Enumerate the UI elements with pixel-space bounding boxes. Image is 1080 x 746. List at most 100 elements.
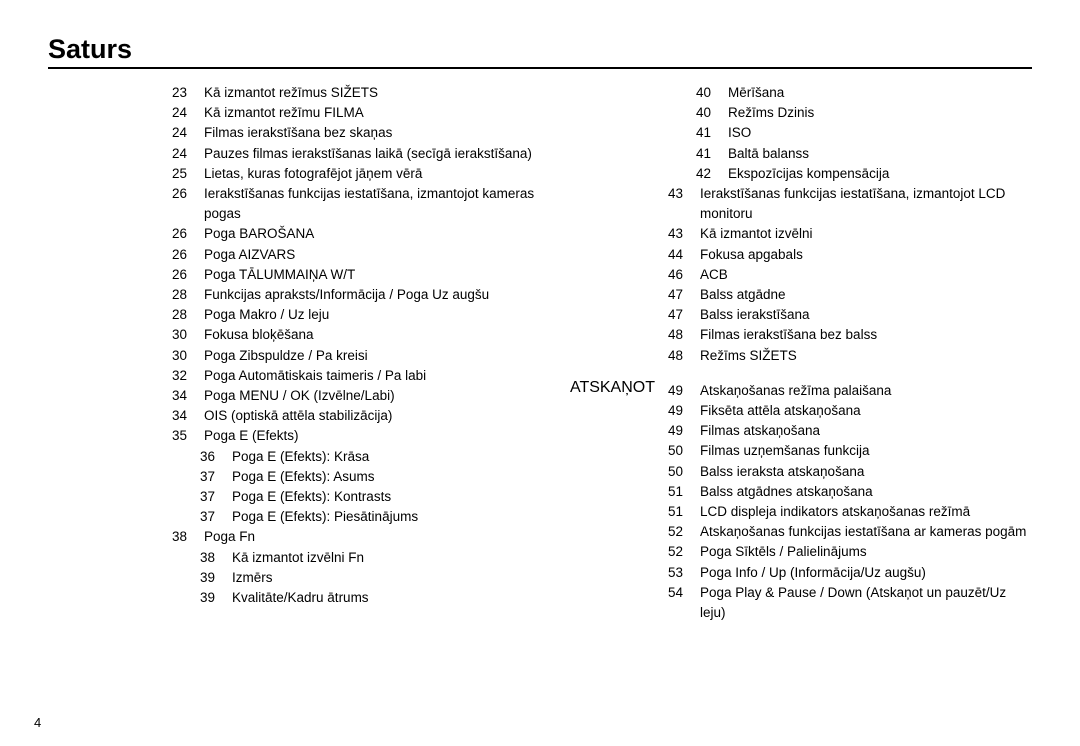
- toc-entry-text: Mērīšana: [728, 83, 1032, 103]
- toc-entry-text: Poga Automātiskais taimeris / Pa labi: [204, 366, 538, 386]
- toc-page-number: 26: [172, 245, 204, 265]
- toc-entry: 40Režīms Dzinis: [668, 103, 1032, 123]
- toc-entry: 47Balss ierakstīšana: [668, 305, 1032, 325]
- toc-page-number: 52: [668, 522, 700, 542]
- toc-page-number: 28: [172, 285, 204, 305]
- toc-page-number: 41: [696, 144, 728, 164]
- toc-entry: 40Mērīšana: [668, 83, 1032, 103]
- toc-entry: 34OIS (optiskā attēla stabilizācija): [172, 406, 538, 426]
- toc-entry-text: Fokusa apgabals: [700, 245, 1032, 265]
- toc-entry: 49Fiksēta attēla atskaņošana: [668, 401, 1032, 421]
- toc-entry: 48Filmas ierakstīšana bez balss: [668, 325, 1032, 345]
- toc-entry: 37Poga E (Efekts): Piesātinājums: [172, 507, 538, 527]
- toc-page-number: 39: [200, 568, 232, 588]
- toc-entry-text: Atskaņošanas režīma palaišana: [700, 381, 1032, 401]
- toc-entry: 24Filmas ierakstīšana bez skaņas: [172, 123, 538, 143]
- toc-entry: 39Izmērs: [172, 568, 538, 588]
- toc-page-number: 49: [668, 381, 700, 401]
- toc-page-number: 49: [668, 401, 700, 421]
- toc-entry-text: Baltā balanss: [728, 144, 1032, 164]
- toc-page-number: 23: [172, 83, 204, 103]
- toc-page-number: 47: [668, 305, 700, 325]
- toc-page-number: 28: [172, 305, 204, 325]
- toc-page-number: 46: [668, 265, 700, 285]
- toc-entry-text: Ekspozīcijas kompensācija: [728, 164, 1032, 184]
- toc-page-number: 41: [696, 123, 728, 143]
- toc-entry: 48Režīms SIŽETS: [668, 346, 1032, 366]
- toc-page-number: 32: [172, 366, 204, 386]
- toc-page-number: 26: [172, 265, 204, 285]
- toc-entry: 46ACB: [668, 265, 1032, 285]
- toc-page-number: 51: [668, 482, 700, 502]
- toc-entry-text: Fiksēta attēla atskaņošana: [700, 401, 1032, 421]
- toc-entry: 24Kā izmantot režīmu FILMA: [172, 103, 538, 123]
- toc-page-number: 34: [172, 386, 204, 406]
- toc-entry: 50Balss ieraksta atskaņošana: [668, 462, 1032, 482]
- toc-entry: 42Ekspozīcijas kompensācija: [668, 164, 1032, 184]
- toc-entry: 23Kā izmantot režīmus SIŽETS: [172, 83, 538, 103]
- toc-entry: 30Poga Zibspuldze / Pa kreisi: [172, 346, 538, 366]
- toc-page-number: 26: [172, 224, 204, 244]
- toc-entry: 26Poga TĀLUMMAIŅA W/T: [172, 265, 538, 285]
- toc-entry-text: Poga BAROŠANA: [204, 224, 538, 244]
- toc-entry-text: ISO: [728, 123, 1032, 143]
- toc-entry: 54Poga Play & Pause / Down (Atskaņot un …: [668, 583, 1032, 623]
- toc-entry-text: Poga Fn: [204, 527, 538, 547]
- toc-entry-text: Balss ieraksta atskaņošana: [700, 462, 1032, 482]
- toc-entry-text: Kvalitāte/Kadru ātrums: [232, 588, 538, 608]
- toc-entry-text: Poga Makro / Uz leju: [204, 305, 538, 325]
- toc-page-number: 38: [172, 527, 204, 547]
- toc-entry-text: Fokusa bloķēšana: [204, 325, 538, 345]
- toc-entry: 32Poga Automātiskais taimeris / Pa labi: [172, 366, 538, 386]
- toc-entry: 43Kā izmantot izvēlni: [668, 224, 1032, 244]
- toc-entry-text: Poga AIZVARS: [204, 245, 538, 265]
- toc-entry-text: Poga Play & Pause / Down (Atskaņot un pa…: [700, 583, 1032, 623]
- toc-entry-text: Filmas uzņemšanas funkcija: [700, 441, 1032, 461]
- toc-entry: 24Pauzes filmas ierakstīšanas laikā (sec…: [172, 144, 538, 164]
- toc-entry: 41ISO: [668, 123, 1032, 143]
- page-number: 4: [34, 715, 41, 730]
- toc-page-number: 47: [668, 285, 700, 305]
- toc-page-number: 34: [172, 406, 204, 426]
- toc-entry: 25Lietas, kuras fotografējot jāņem vērā: [172, 164, 538, 184]
- toc-entry-text: Poga TĀLUMMAIŅA W/T: [204, 265, 538, 285]
- toc-entry-text: Ierakstīšanas funkcijas iestatīšana, izm…: [700, 184, 1032, 224]
- toc-entry-text: Lietas, kuras fotografējot jāņem vērā: [204, 164, 538, 184]
- toc-page-number: 52: [668, 542, 700, 562]
- toc-entry: 28Funkcijas apraksts/Informācija / Poga …: [172, 285, 538, 305]
- toc-entry: 52Poga Sīktēls / Palielinājums: [668, 542, 1032, 562]
- toc-page-number: 50: [668, 441, 700, 461]
- toc-entry: 37Poga E (Efekts): Asums: [172, 467, 538, 487]
- toc-entry: 35Poga E (Efekts): [172, 426, 538, 446]
- page-title: Saturs: [48, 34, 1032, 65]
- toc-page-number: 48: [668, 346, 700, 366]
- right-column-bottom: 49Atskaņošanas režīma palaišana49Fiksēta…: [538, 381, 1032, 623]
- toc-entry: 50Filmas uzņemšanas funkcija: [668, 441, 1032, 461]
- toc-page-number: 24: [172, 144, 204, 164]
- toc-entry-text: Poga Info / Up (Informācija/Uz augšu): [700, 563, 1032, 583]
- right-column: 40Mērīšana40Režīms Dzinis41ISO41Baltā ba…: [538, 83, 1032, 623]
- toc-page-number: 40: [696, 103, 728, 123]
- toc-page-number: 24: [172, 123, 204, 143]
- toc-page-number: 49: [668, 421, 700, 441]
- toc-page-number: 50: [668, 462, 700, 482]
- toc-entry-text: Poga E (Efekts): Asums: [232, 467, 538, 487]
- toc-entry: 43Ierakstīšanas funkcijas iestatīšana, i…: [668, 184, 1032, 224]
- toc-entry-text: Izmērs: [232, 568, 538, 588]
- toc-page-number: 54: [668, 583, 700, 623]
- toc-entry-text: Režīms SIŽETS: [700, 346, 1032, 366]
- toc-page-number: 42: [696, 164, 728, 184]
- toc-entry-text: Pauzes filmas ierakstīšanas laikā (secīg…: [204, 144, 538, 164]
- toc-page-number: 51: [668, 502, 700, 522]
- toc-entry: 41Baltā balanss: [668, 144, 1032, 164]
- toc-entry-text: ACB: [700, 265, 1032, 285]
- toc-page-number: 30: [172, 325, 204, 345]
- toc-entry-text: Režīms Dzinis: [728, 103, 1032, 123]
- toc-entry-text: Filmas ierakstīšana bez skaņas: [204, 123, 538, 143]
- toc-page-number: 35: [172, 426, 204, 446]
- toc-entry: 49Atskaņošanas režīma palaišana: [668, 381, 1032, 401]
- toc-entry-text: Atskaņošanas funkcijas iestatīšana ar ka…: [700, 522, 1032, 542]
- toc-entry-text: Poga E (Efekts): Kontrasts: [232, 487, 538, 507]
- toc-entry-text: Poga Sīktēls / Palielinājums: [700, 542, 1032, 562]
- toc-page-number: 30: [172, 346, 204, 366]
